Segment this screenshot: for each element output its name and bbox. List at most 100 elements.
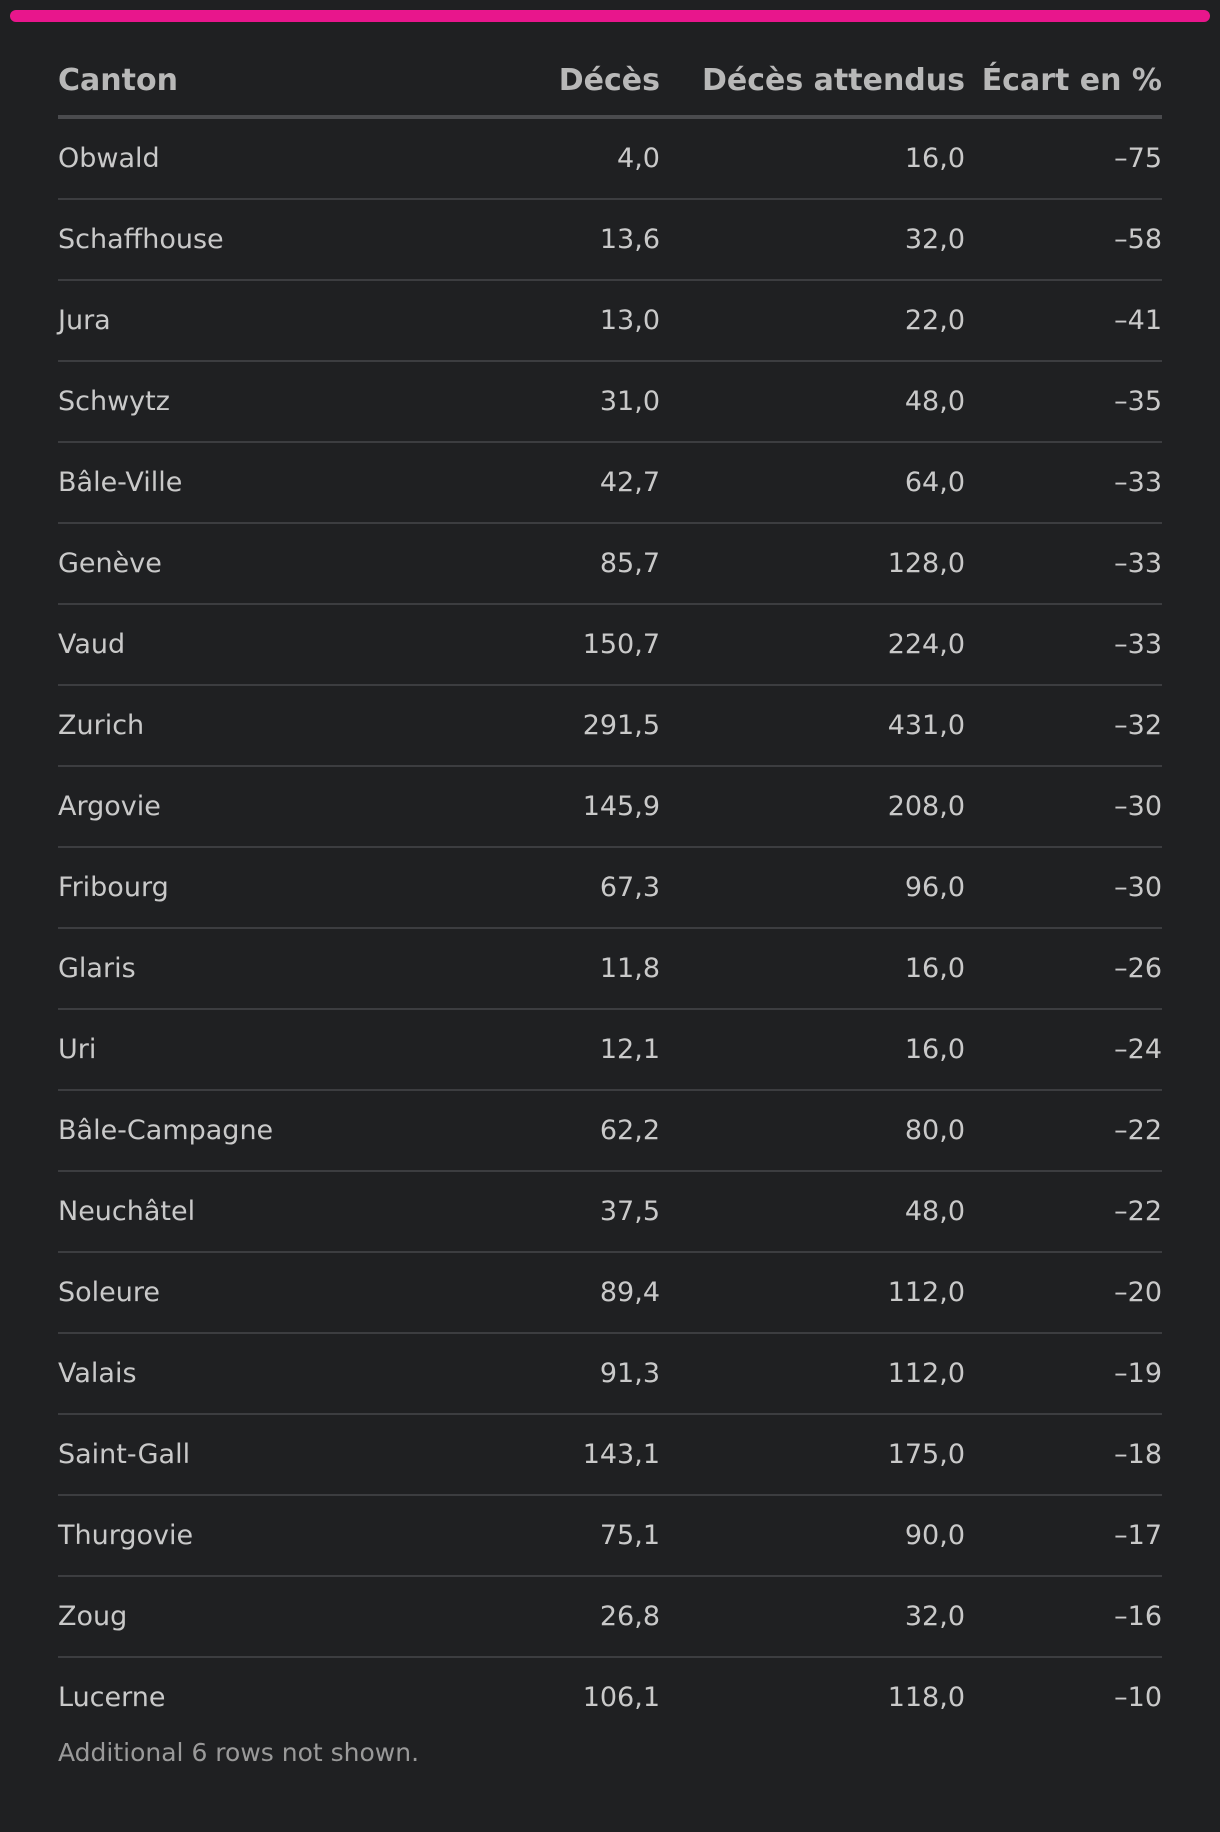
cell-ecart: –58 [965, 199, 1162, 281]
cell-deces-attendus: 32,0 [660, 199, 965, 281]
cell-deces-attendus: 64,0 [660, 442, 965, 524]
cell-canton: Bâle-Ville [58, 442, 438, 524]
cell-ecart: –17 [965, 1495, 1162, 1577]
cell-canton: Valais [58, 1333, 438, 1415]
header-canton: Canton [58, 45, 438, 119]
cell-canton: Lucerne [58, 1682, 166, 1713]
data-table-container: Canton Décès Décès attendus Écart en % O… [58, 45, 1162, 1737]
cell-deces: 143,1 [438, 1414, 660, 1496]
cell-deces: 26,8 [438, 1576, 660, 1658]
cell-ecart: –10 [1114, 1682, 1162, 1713]
cell-canton: Bâle-Campagne [58, 1090, 438, 1172]
table-row: Argovie 145,9 208,0 –30 [58, 766, 1162, 848]
cell-ecart: –41 [965, 280, 1162, 362]
cell-deces: 75,1 [438, 1495, 660, 1577]
header-row: Canton Décès Décès attendus Écart en % [58, 45, 1162, 119]
cell-canton: Uri [58, 1009, 438, 1091]
cell-deces: 42,7 [438, 442, 660, 524]
table-row: Jura 13,0 22,0 –41 [58, 280, 1162, 362]
cell-canton: Zoug [58, 1576, 438, 1658]
table-row: Obwald 4,0 16,0 –75 [58, 117, 1162, 200]
table-row: Zurich 291,5 431,0 –32 [58, 685, 1162, 767]
header-deces: Décès [438, 45, 660, 119]
cell-deces: 150,7 [438, 604, 660, 686]
cell-deces-attendus: 431,0 [660, 685, 965, 767]
cell-ecart: –19 [965, 1333, 1162, 1415]
cell-ecart: –22 [965, 1171, 1162, 1253]
cell-deces-attendus: 118,0 [887, 1682, 965, 1713]
cell-deces-attendus: 224,0 [660, 604, 965, 686]
cell-deces: 13,6 [438, 199, 660, 281]
cell-canton: Vaud [58, 604, 438, 686]
cell-canton: Soleure [58, 1252, 438, 1334]
cell-deces-attendus: 16,0 [660, 117, 965, 200]
cell-deces: 13,0 [438, 280, 660, 362]
table-row: Bâle-Campagne 62,2 80,0 –22 [58, 1090, 1162, 1172]
cell-canton: Zurich [58, 685, 438, 767]
table-row: Neuchâtel 37,5 48,0 –22 [58, 1171, 1162, 1253]
table-row: Genève 85,7 128,0 –33 [58, 523, 1162, 605]
cell-deces-attendus: 112,0 [660, 1252, 965, 1334]
table-row: Schwytz 31,0 48,0 –35 [58, 361, 1162, 443]
table-row: Fribourg 67,3 96,0 –30 [58, 847, 1162, 929]
cell-ecart: –33 [965, 604, 1162, 686]
cell-deces-attendus: 16,0 [660, 1009, 965, 1091]
table-row: Saint-Gall 143,1 175,0 –18 [58, 1414, 1162, 1496]
cell-ecart: –16 [965, 1576, 1162, 1658]
cell-ecart: –30 [965, 847, 1162, 929]
table-row: Glaris 11,8 16,0 –26 [58, 928, 1162, 1010]
cell-ecart: –20 [965, 1252, 1162, 1334]
cell-deces-attendus: 128,0 [660, 523, 965, 605]
table-row: Lucerne 106,1 118,0 –10 [58, 1657, 1162, 1737]
cell-canton: Neuchâtel [58, 1171, 438, 1253]
cell-deces: 31,0 [438, 361, 660, 443]
cell-ecart: –35 [965, 361, 1162, 443]
cell-ecart: –33 [965, 442, 1162, 524]
table-row: Uri 12,1 16,0 –24 [58, 1009, 1162, 1091]
cell-deces-attendus: 208,0 [660, 766, 965, 848]
header-deces-attendus: Décès attendus [660, 45, 965, 119]
cell-deces: 291,5 [438, 685, 660, 767]
cell-ecart: –18 [965, 1414, 1162, 1496]
cell-canton: Saint-Gall [58, 1414, 438, 1496]
cell-ecart: –32 [965, 685, 1162, 767]
cell-deces-attendus: 112,0 [660, 1333, 965, 1415]
cell-deces-attendus: 96,0 [660, 847, 965, 929]
cell-deces-attendus: 48,0 [660, 1171, 965, 1253]
cell-ecart: –26 [965, 928, 1162, 1010]
cell-deces: 11,8 [438, 928, 660, 1010]
table-row: Valais 91,3 112,0 –19 [58, 1333, 1162, 1415]
cell-deces-attendus: 16,0 [660, 928, 965, 1010]
cell-ecart: –24 [965, 1009, 1162, 1091]
cell-deces: 67,3 [438, 847, 660, 929]
table-header: Canton Décès Décès attendus Écart en % [58, 45, 1162, 119]
cell-deces: 37,5 [438, 1171, 660, 1253]
cell-deces: 12,1 [438, 1009, 660, 1091]
table-row: Schaffhouse 13,6 32,0 –58 [58, 199, 1162, 281]
cell-deces: 91,3 [438, 1333, 660, 1415]
table-row: Zoug 26,8 32,0 –16 [58, 1576, 1162, 1658]
accent-bar [10, 10, 1210, 22]
cell-ecart: –30 [965, 766, 1162, 848]
cell-deces: 145,9 [438, 766, 660, 848]
cell-ecart: –75 [965, 117, 1162, 200]
cell-deces-attendus: 80,0 [660, 1090, 965, 1172]
cell-deces-attendus: 90,0 [660, 1495, 965, 1577]
cell-ecart: –22 [965, 1090, 1162, 1172]
cell-deces: 89,4 [438, 1252, 660, 1334]
cell-deces-attendus: 175,0 [660, 1414, 965, 1496]
cell-canton: Schwytz [58, 361, 438, 443]
cell-canton: Glaris [58, 928, 438, 1010]
cell-canton: Fribourg [58, 847, 438, 929]
header-ecart: Écart en % [965, 45, 1162, 119]
cell-deces: 85,7 [438, 523, 660, 605]
table-row: Bâle-Ville 42,7 64,0 –33 [58, 442, 1162, 524]
cell-canton: Jura [58, 280, 438, 362]
cell-deces: 106,1 [582, 1682, 660, 1713]
cell-canton: Obwald [58, 117, 438, 200]
table-row: Soleure 89,4 112,0 –20 [58, 1252, 1162, 1334]
table-row: Thurgovie 75,1 90,0 –17 [58, 1495, 1162, 1577]
table-row: Vaud 150,7 224,0 –33 [58, 604, 1162, 686]
cell-deces-attendus: 48,0 [660, 361, 965, 443]
cell-canton: Argovie [58, 766, 438, 848]
